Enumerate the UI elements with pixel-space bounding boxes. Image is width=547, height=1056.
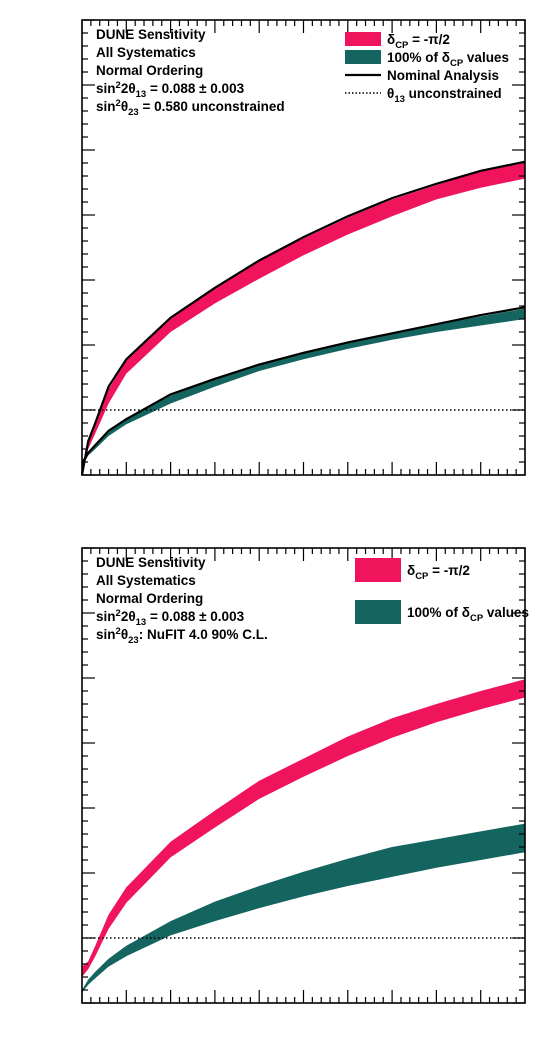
band-full-dcp-coverage xyxy=(82,308,525,468)
plot-bottom: DUNE Sensitivity All Systematics Normal Or… xyxy=(81,547,529,1004)
legend-swatch-dcp xyxy=(355,558,401,582)
nominal-line-0 xyxy=(80,160,526,476)
info-line: sin22θ13 = 0.088 ± 0.003 xyxy=(96,80,245,100)
legend-label-coverage: 100% of δCP values xyxy=(387,50,509,69)
info-line: Normal Ordering xyxy=(96,591,203,606)
legend-label-dcp: δCP = -π/2 xyxy=(407,563,470,582)
legend-swatch-coverage xyxy=(355,600,401,624)
legend-swatch-dcp xyxy=(345,32,381,46)
info-line: All Systematics xyxy=(96,573,196,588)
nominal-line-1 xyxy=(81,306,526,464)
info-line: sin2θ23 = 0.580 unconstrained xyxy=(96,98,285,118)
plot-top: DUNE Sensitivity All Systematics Normal Or… xyxy=(80,19,526,476)
band-full-dcp-coverage xyxy=(82,823,525,993)
info-line: sin2θ23: NuFIT 4.0 90% C.L. xyxy=(96,626,268,646)
legend-label-dcp: δCP = -π/2 xyxy=(387,32,450,51)
info-line: DUNE Sensitivity xyxy=(96,27,206,42)
legend-label-coverage: 100% of δCP values xyxy=(407,605,529,624)
info-line: DUNE Sensitivity xyxy=(96,555,206,570)
legend-label-nominal: Nominal Analysis xyxy=(387,68,499,83)
info-line: Normal Ordering xyxy=(96,63,203,78)
legend-label-theta13: θ13 unconstrained xyxy=(387,86,502,105)
band-dcp-minus-pi-over-2 xyxy=(82,679,525,977)
info-line: sin22θ13 = 0.088 ± 0.003 xyxy=(96,608,245,628)
info-line: All Systematics xyxy=(96,45,196,60)
legend-swatch-coverage xyxy=(345,50,381,64)
